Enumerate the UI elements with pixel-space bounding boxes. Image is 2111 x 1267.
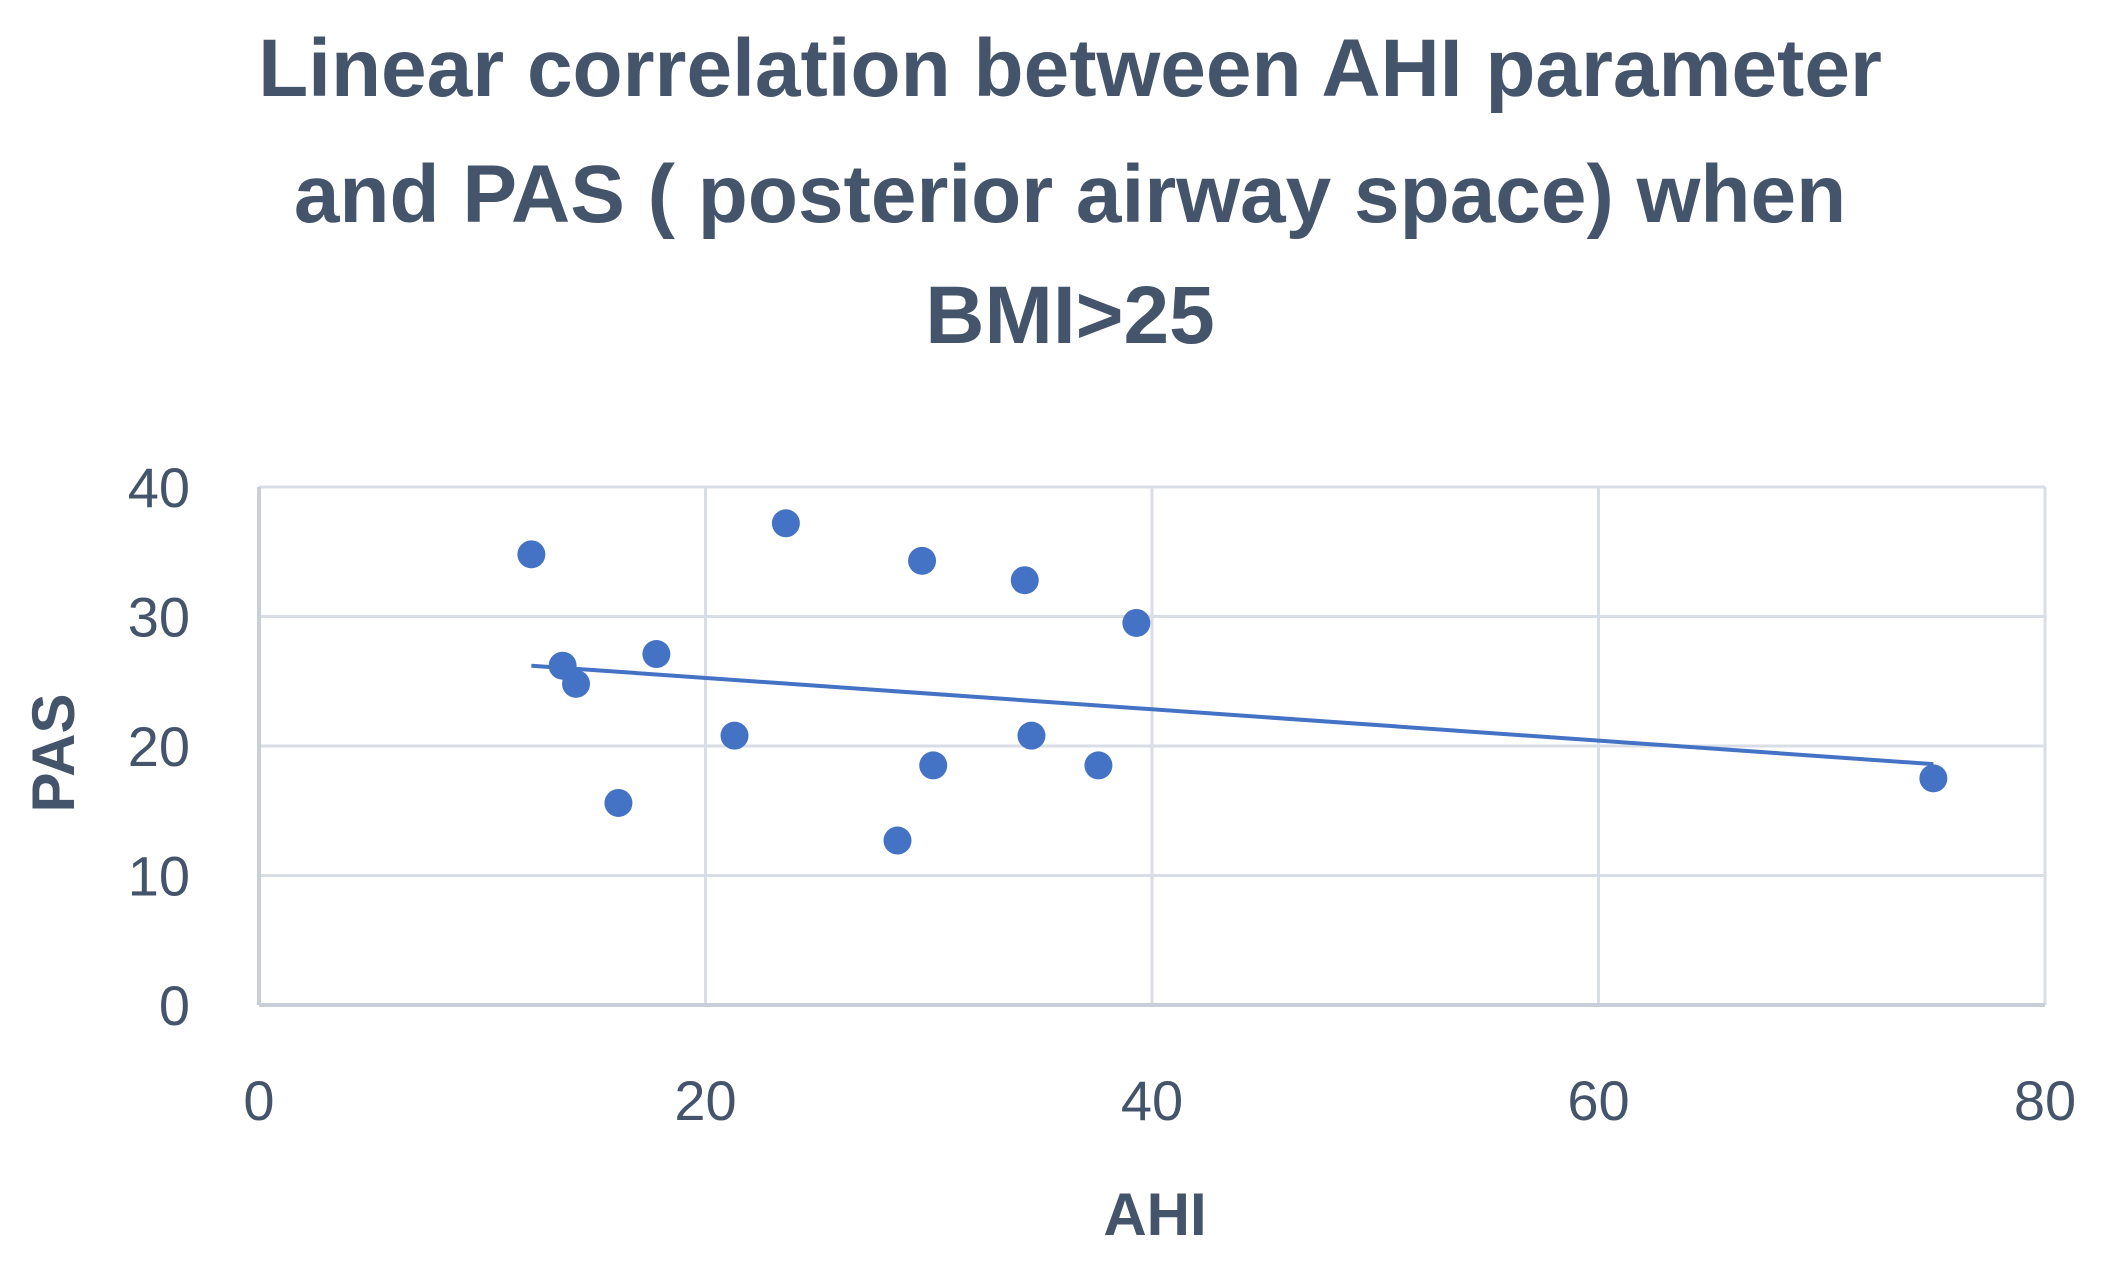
data-point (1084, 751, 1113, 780)
data-point (1122, 608, 1151, 637)
gridlines (259, 485, 2047, 1005)
chart-title-line-2: and PAS ( posterior airway space) when (294, 149, 1846, 240)
axes (257, 487, 2045, 1007)
y-tick-label-0: 0 (159, 974, 190, 1037)
data-point (517, 540, 546, 569)
trendline-group (531, 663, 1934, 767)
y-tick-label-10: 10 (128, 845, 190, 908)
linear-trendline (531, 663, 1934, 767)
chart-title-line-3: BMI>25 (925, 270, 1214, 361)
x-tick-label-40: 40 (1121, 1069, 1183, 1132)
x-tick-label-0: 0 (243, 1069, 274, 1132)
data-point (562, 669, 591, 698)
data-point (1010, 566, 1039, 595)
chart-title-line-1: Linear correlation between AHI parameter (258, 23, 1882, 114)
x-axis-title: AHI (1103, 1181, 1206, 1248)
data-point (919, 751, 948, 780)
data-point (771, 509, 800, 538)
data-point (908, 546, 937, 575)
data-points (517, 509, 1948, 855)
data-point (720, 721, 749, 750)
y-tick-label-20: 20 (128, 715, 190, 778)
x-tick-label-80: 80 (2014, 1069, 2076, 1132)
data-point (642, 640, 671, 669)
y-tick-label-40: 40 (128, 456, 190, 519)
data-point (604, 788, 633, 817)
y-tick-label-30: 30 (128, 586, 190, 649)
tick-labels: 0 10 20 30 40 0 20 40 60 80 (128, 456, 2076, 1132)
data-point (1017, 721, 1046, 750)
data-point (1919, 764, 1948, 793)
x-tick-label-60: 60 (1567, 1069, 1629, 1132)
chart-title: Linear correlation between AHI parameter… (258, 23, 1882, 361)
x-tick-label-20: 20 (674, 1069, 736, 1132)
y-axis-title: PAS (20, 694, 87, 813)
data-point (883, 826, 912, 855)
